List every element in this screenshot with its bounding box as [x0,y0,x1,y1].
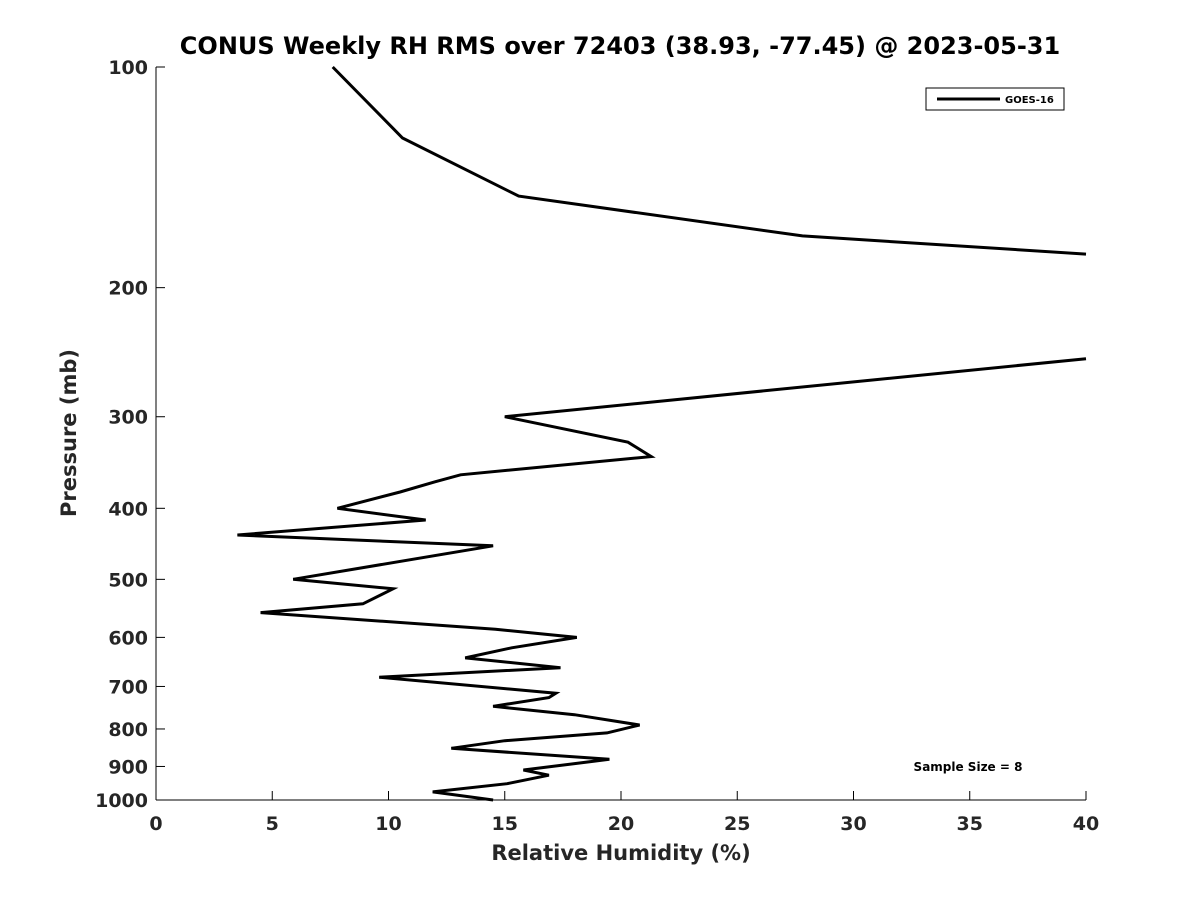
y-axis-label: Pressure (mb) [57,349,81,517]
series-line-segment-1 [237,357,1087,802]
x-ticks: 0 5 10 15 20 25 30 35 40 [149,791,1099,835]
y-tick-label: 200 [108,278,148,300]
chart-title: CONUS Weekly RH RMS over 72403 (38.93, -… [180,32,1060,60]
y-tick-label: 500 [108,569,148,591]
legend: GOES-16 [925,87,1065,111]
x-tick-label: 30 [840,813,866,835]
y-tick-label: 300 [108,407,148,429]
y-tick-label: 800 [108,719,148,741]
x-axis-label: Relative Humidity (%) [491,841,750,865]
sample-size-annotation: Sample Size = 8 [914,760,1023,774]
x-tick-label: 25 [724,813,750,835]
x-tick-label: 15 [492,813,518,835]
x-tick-label: 5 [266,813,279,835]
x-tick-label: 20 [608,813,634,835]
x-tick-label: 0 [149,813,162,835]
x-tick-label: 10 [375,813,401,835]
x-tick-label: 35 [957,813,983,835]
series-line-segment-2 [331,65,1087,256]
y-tick-label: 700 [108,676,148,698]
y-tick-label: 900 [108,756,148,778]
y-tick-label: 600 [108,627,148,649]
y-tick-label: 400 [108,498,148,520]
x-tick-label: 40 [1073,813,1099,835]
y-ticks: 100 200 300 400 500 600 700 800 900 1000 [95,57,165,812]
axes [155,67,1086,801]
y-tick-label: 100 [108,57,148,79]
series-layer [237,65,1087,802]
y-tick-label: 1000 [95,790,148,812]
legend-label: GOES-16 [1005,95,1054,106]
